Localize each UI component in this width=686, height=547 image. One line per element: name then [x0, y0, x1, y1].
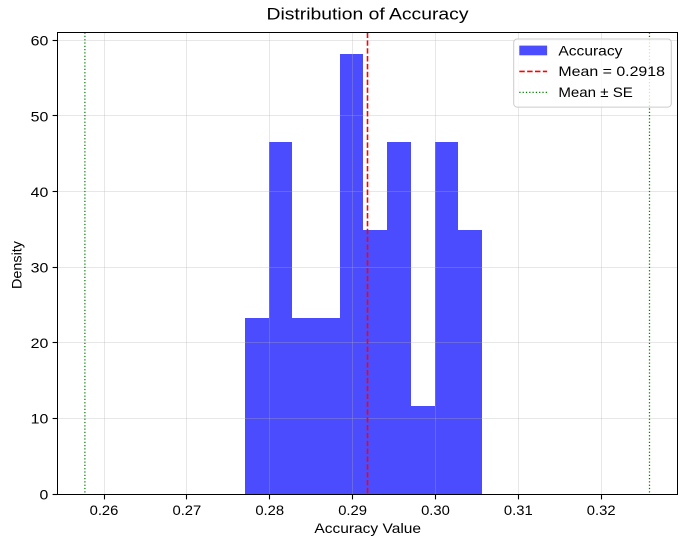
svg-text:0: 0: [40, 486, 49, 502]
svg-text:0.27: 0.27: [172, 502, 201, 518]
svg-text:50: 50: [31, 108, 49, 124]
svg-text:Density: Density: [9, 241, 25, 289]
svg-text:Mean = 0.2918: Mean = 0.2918: [558, 63, 665, 79]
svg-text:20: 20: [31, 335, 49, 351]
svg-text:40: 40: [31, 184, 49, 200]
svg-text:60: 60: [31, 33, 49, 49]
svg-text:0.32: 0.32: [587, 502, 616, 518]
svg-text:10: 10: [31, 411, 49, 427]
svg-text:30: 30: [31, 259, 49, 275]
svg-text:0.29: 0.29: [338, 502, 367, 518]
svg-text:0.30: 0.30: [421, 502, 450, 518]
svg-text:Mean ± SE: Mean ± SE: [558, 84, 632, 100]
svg-text:0.26: 0.26: [90, 502, 119, 518]
svg-text:Accuracy Value: Accuracy Value: [314, 520, 421, 536]
svg-text:Distribution of Accuracy: Distribution of Accuracy: [267, 5, 470, 24]
svg-text:0.31: 0.31: [504, 502, 533, 518]
svg-text:Accuracy: Accuracy: [558, 42, 622, 58]
svg-text:0.28: 0.28: [255, 502, 284, 518]
